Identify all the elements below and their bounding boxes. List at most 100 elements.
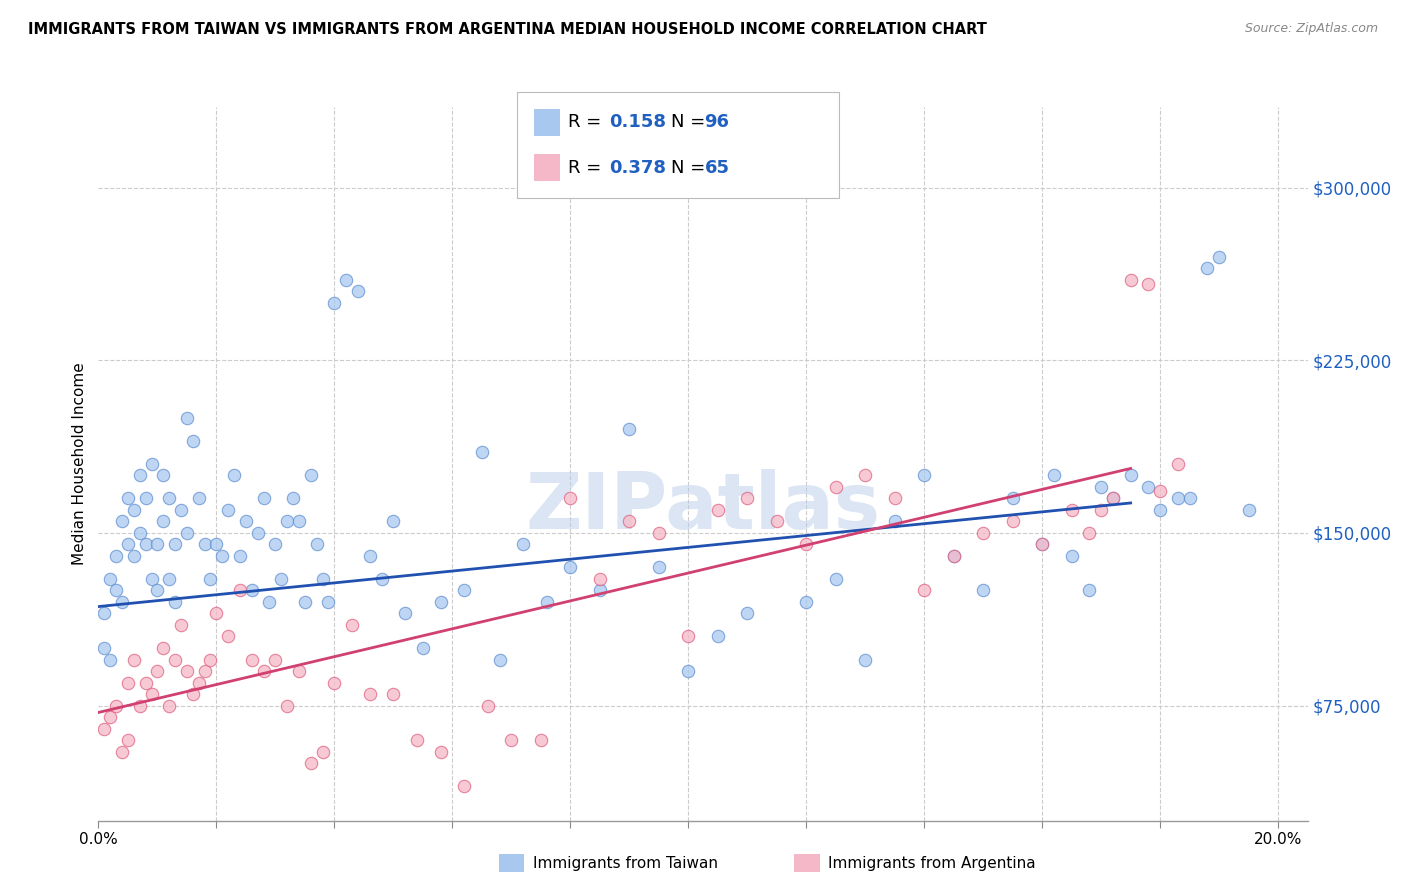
Point (211, 549, 233, 563)
Point (589, 583, 612, 598)
Point (117, 675, 139, 690)
Point (299, 468, 322, 483)
Point (429, 745, 451, 759)
Point (560, 491, 582, 506)
Point (912, 468, 935, 483)
Point (883, 515, 905, 529)
Point (281, 491, 304, 506)
Point (359, 549, 381, 563)
Point (335, 273, 357, 287)
Point (111, 595, 134, 609)
Point (429, 595, 451, 609)
Point (288, 515, 311, 529)
Point (1060, 549, 1083, 563)
Point (246, 525, 269, 540)
Point (165, 595, 187, 609)
Point (187, 675, 209, 690)
Point (217, 630, 239, 644)
Point (93, 640, 115, 655)
Point (394, 607, 416, 621)
Text: R =: R = (568, 159, 607, 177)
Point (1031, 537, 1053, 551)
Point (453, 583, 475, 598)
Point (1178, 491, 1201, 506)
Point (111, 745, 134, 759)
Point (1078, 583, 1101, 598)
Point (794, 595, 817, 609)
Point (678, 664, 700, 678)
Text: 0.378: 0.378 (609, 159, 666, 177)
Point (299, 756, 322, 770)
Point (128, 698, 150, 713)
Point (170, 503, 193, 517)
Point (176, 525, 198, 540)
Point (318, 595, 340, 609)
Point (382, 515, 405, 529)
Point (200, 572, 222, 586)
Point (141, 687, 163, 701)
Point (1090, 480, 1112, 494)
Point (1119, 468, 1142, 483)
Point (105, 549, 128, 563)
Point (1001, 515, 1024, 529)
Point (1197, 261, 1219, 276)
Point (1102, 491, 1125, 506)
Point (1208, 250, 1230, 264)
Point (176, 664, 198, 678)
Point (141, 572, 163, 586)
Point (146, 537, 169, 551)
Point (853, 468, 876, 483)
Point (135, 675, 157, 690)
Point (412, 640, 434, 655)
Text: Immigrants from Taiwan: Immigrants from Taiwan (533, 856, 718, 871)
Point (1237, 503, 1260, 517)
Point (794, 537, 817, 551)
Point (222, 468, 245, 483)
Point (152, 468, 174, 483)
Point (678, 630, 700, 644)
Point (259, 595, 281, 609)
Point (1167, 457, 1189, 471)
Point (181, 434, 204, 448)
Point (176, 410, 198, 425)
Point (235, 515, 257, 529)
Point (217, 503, 239, 517)
Text: 0.158: 0.158 (609, 113, 666, 131)
Point (117, 537, 139, 551)
Point (146, 664, 169, 678)
Point (240, 583, 263, 598)
Point (1090, 503, 1112, 517)
Point (471, 445, 494, 459)
Point (359, 687, 381, 701)
Point (512, 537, 534, 551)
Text: Source: ZipAtlas.com: Source: ZipAtlas.com (1244, 22, 1378, 36)
Point (252, 491, 274, 506)
Point (93, 722, 115, 736)
Point (706, 630, 728, 644)
Point (252, 664, 274, 678)
Text: ZIPatlas: ZIPatlas (526, 468, 880, 545)
Point (488, 652, 510, 666)
Point (765, 515, 787, 529)
Point (340, 618, 363, 632)
Point (122, 549, 145, 563)
Point (1060, 503, 1083, 517)
Point (589, 572, 612, 586)
Point (128, 468, 150, 483)
Point (530, 733, 553, 747)
Point (912, 583, 935, 598)
Point (93, 607, 115, 621)
Point (311, 745, 333, 759)
Y-axis label: Median Household Income: Median Household Income (72, 362, 87, 566)
Point (157, 698, 180, 713)
Point (141, 457, 163, 471)
Point (122, 503, 145, 517)
Point (1137, 277, 1160, 292)
Point (152, 515, 174, 529)
Point (1149, 503, 1171, 517)
Point (98, 652, 121, 666)
Point (323, 675, 346, 690)
Point (122, 652, 145, 666)
Text: 65: 65 (704, 159, 730, 177)
Text: 96: 96 (704, 113, 730, 131)
